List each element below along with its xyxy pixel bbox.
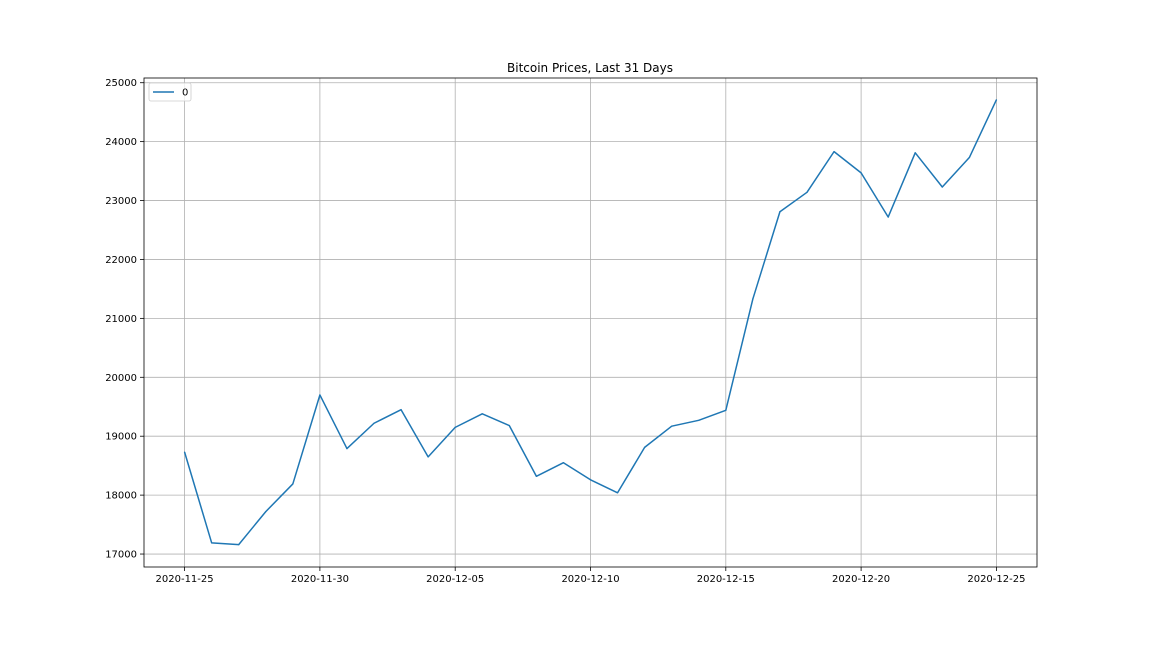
data-point — [941, 186, 943, 188]
data-point — [779, 211, 781, 213]
chart-title: Bitcoin Prices, Last 31 Days — [507, 61, 673, 75]
data-point — [616, 492, 619, 494]
data-point — [752, 298, 754, 300]
y-tick-label: 21000 — [105, 314, 137, 325]
data-point — [183, 451, 186, 453]
data-point — [454, 426, 456, 428]
y-tick-label: 25000 — [105, 78, 137, 89]
data-point — [508, 425, 510, 427]
data-point — [400, 409, 402, 411]
data-point — [589, 479, 592, 481]
data-point — [698, 419, 700, 421]
data-point — [265, 511, 267, 513]
data-point — [238, 544, 240, 546]
legend-label: 0 — [182, 88, 188, 99]
y-tick-label: 17000 — [105, 550, 137, 561]
data-point — [995, 99, 998, 101]
y-tick-label: 24000 — [105, 137, 137, 148]
data-point — [725, 409, 727, 411]
x-tick-label: 2020-11-30 — [291, 574, 349, 585]
legend: 0 — [148, 82, 192, 102]
x-tick-label: 2020-12-25 — [967, 574, 1025, 585]
data-point — [806, 191, 808, 193]
data-point — [211, 542, 213, 544]
y-tick-label: 22000 — [105, 255, 137, 266]
y-axis: 17000 18000 19000 20000 21000 22000 23000 24000… — [105, 78, 144, 561]
data-point — [346, 447, 348, 450]
x-tick-label: 2020-12-15 — [697, 574, 755, 585]
series-layer — [183, 99, 998, 546]
data-point — [481, 413, 483, 415]
data-point — [373, 422, 375, 424]
x-tick-label: 2020-12-20 — [832, 574, 890, 585]
x-axis: 2020-11-25 2020-11-30 2020-12-05 2020-12-10… — [156, 567, 1025, 585]
data-point — [562, 462, 565, 464]
data-point — [914, 152, 916, 154]
y-tick-label: 23000 — [105, 196, 137, 207]
data-point — [535, 475, 537, 477]
data-point — [968, 156, 970, 159]
data-point — [833, 151, 835, 153]
y-tick-label: 20000 — [105, 373, 137, 384]
data-point — [671, 425, 673, 427]
x-tick-label: 2020-12-10 — [561, 574, 619, 585]
data-point — [644, 446, 646, 448]
data-point — [292, 483, 294, 485]
data-point — [427, 456, 429, 458]
x-tick-label: 2020-12-05 — [426, 574, 484, 585]
x-tick-label: 2020-11-25 — [156, 574, 214, 585]
y-tick-label: 19000 — [105, 432, 137, 443]
data-point — [860, 172, 862, 174]
data-point — [887, 216, 889, 218]
data-point — [319, 394, 321, 396]
y-tick-label: 18000 — [105, 491, 137, 502]
grid-lines — [144, 78, 1037, 567]
